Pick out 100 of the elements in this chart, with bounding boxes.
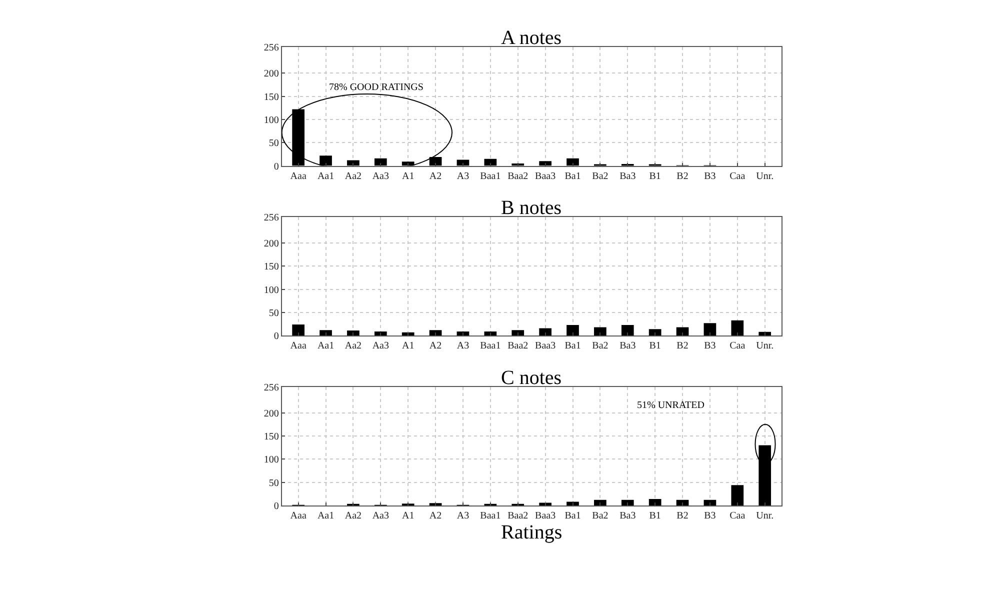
x-tick-label: Aaa [290, 340, 307, 352]
chart-title: C notes [501, 367, 562, 389]
x-tick-label: B3 [704, 340, 716, 352]
x-tick-label: A3 [456, 340, 470, 352]
bar [594, 327, 606, 336]
x-tick-label: Aa3 [372, 170, 389, 182]
x-tick-label: B3 [704, 510, 716, 522]
bar [731, 320, 744, 336]
x-tick-label: Aa2 [344, 340, 362, 352]
y-tick-label: 200 [264, 68, 279, 80]
bar [484, 158, 497, 166]
x-tick-label: Baa3 [535, 510, 556, 522]
bar [539, 328, 552, 336]
x-tick-label: B3 [704, 170, 716, 182]
y-tick-label: 150 [264, 262, 279, 273]
x-tick-label: Ba2 [592, 170, 608, 182]
y-tick-label: 50 [268, 138, 279, 150]
x-tick-label: A3 [456, 510, 470, 522]
bar [347, 330, 360, 336]
y-tick-label: 256 [264, 382, 279, 394]
y-tick-label: 256 [264, 42, 279, 54]
x-tick-label: Aa2 [344, 510, 362, 522]
x-tick-label: Caa [730, 340, 746, 352]
x-tick-label: Baa2 [508, 170, 528, 182]
bar [621, 324, 634, 336]
bar [374, 331, 387, 336]
x-tick-label: Aa1 [317, 340, 334, 352]
y-tick-label: 200 [264, 408, 279, 420]
x-tick-label: Caa [730, 510, 746, 522]
bar [648, 329, 662, 336]
x-tick-label: A3 [456, 170, 470, 182]
y-tick-label: 50 [268, 308, 279, 319]
y-tick-label: 256 [264, 212, 279, 224]
x-tick-label: Caa [730, 170, 746, 182]
x-tick-label: B1 [649, 510, 661, 522]
y-tick-label: 0 [274, 331, 279, 342]
chart-title: A notes [501, 27, 562, 49]
x-tick-label: Ba1 [564, 340, 581, 352]
x-tick-label: B2 [676, 170, 688, 182]
x-tick-label: Aa3 [372, 510, 389, 522]
x-tick-label: Aa3 [372, 340, 389, 352]
bar [484, 331, 497, 336]
x-tick-label: A1 [402, 340, 414, 352]
y-tick-label: 150 [264, 92, 279, 103]
bar [292, 324, 305, 336]
bar [648, 499, 662, 506]
x-tick-label: Aa2 [344, 170, 362, 182]
x-tick-label: Aaa [290, 510, 307, 522]
bar [539, 502, 552, 506]
y-tick-label: 100 [264, 284, 279, 296]
x-tick-label: Aa1 [317, 170, 334, 182]
x-axis-title: Ratings [501, 521, 562, 544]
x-tick-label: Unr. [756, 510, 774, 522]
x-tick-label: Ba2 [592, 510, 608, 522]
bar [704, 323, 716, 336]
bar [566, 324, 579, 336]
x-tick-label: Ba3 [620, 170, 636, 182]
x-tick-label: A2 [429, 510, 442, 522]
y-tick-label: 50 [268, 478, 279, 489]
annotation: 78% GOOD RATINGS [329, 82, 424, 93]
annotation: 51% UNRATED [637, 400, 704, 411]
bar [512, 330, 524, 336]
x-tick-label: Baa1 [480, 510, 501, 522]
bar [429, 330, 442, 336]
x-tick-label: B1 [649, 340, 661, 352]
bar [676, 500, 689, 506]
x-tick-label: A2 [429, 170, 442, 182]
x-tick-label: Baa2 [508, 340, 528, 352]
x-tick-label: Aa1 [317, 510, 334, 522]
bar [594, 500, 606, 506]
x-tick-label: Baa3 [535, 170, 556, 182]
bar [566, 158, 579, 166]
x-tick-label: A1 [402, 510, 414, 522]
chart-title: B notes [501, 197, 562, 219]
x-tick-label: Aaa [290, 170, 307, 182]
x-tick-label: Baa3 [535, 340, 556, 352]
bar [731, 485, 744, 506]
x-tick-label: Ba1 [564, 510, 581, 522]
bar [676, 327, 689, 336]
x-tick-label: Unr. [756, 340, 774, 352]
y-tick-label: 200 [264, 238, 279, 250]
bar [347, 160, 360, 166]
bar [320, 330, 332, 336]
x-tick-label: Baa2 [508, 510, 528, 522]
x-tick-label: Ba2 [592, 340, 608, 352]
y-tick-label: 150 [264, 432, 279, 442]
y-tick-label: 100 [264, 454, 279, 466]
y-tick-label: 0 [274, 161, 279, 172]
x-tick-label: Unr. [756, 170, 774, 182]
x-tick-label: Ba3 [620, 510, 636, 522]
x-tick-label: Ba1 [564, 170, 581, 182]
bar [704, 500, 716, 506]
x-tick-label: B2 [676, 510, 688, 522]
x-tick-label: Ba3 [620, 340, 636, 352]
y-tick-label: 100 [264, 114, 279, 126]
x-tick-label: A2 [429, 340, 442, 352]
x-tick-label: Baa1 [480, 170, 501, 182]
x-tick-label: Baa1 [480, 340, 501, 352]
bar [539, 161, 552, 166]
bar [374, 158, 387, 166]
